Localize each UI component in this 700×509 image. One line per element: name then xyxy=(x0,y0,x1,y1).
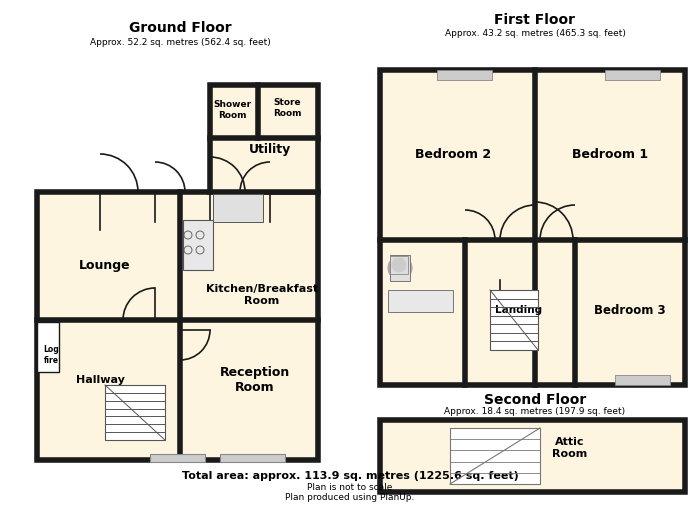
Text: Reception
Room: Reception Room xyxy=(220,366,290,394)
Text: Kitchen/Breakfast
Room: Kitchen/Breakfast Room xyxy=(206,284,318,306)
Text: Plan is not to scale: Plan is not to scale xyxy=(307,484,393,493)
Bar xyxy=(220,454,285,462)
Text: Hallway: Hallway xyxy=(76,375,125,385)
Bar xyxy=(380,70,685,385)
Bar xyxy=(210,85,318,192)
Bar xyxy=(490,290,538,350)
Bar xyxy=(388,290,453,312)
Circle shape xyxy=(388,256,412,280)
Text: Bathroom: Bathroom xyxy=(393,305,451,315)
Text: Bedroom 2: Bedroom 2 xyxy=(415,149,491,161)
Text: Ground Floor: Ground Floor xyxy=(129,21,231,35)
Text: Utility: Utility xyxy=(249,144,291,156)
Bar xyxy=(390,256,408,274)
Text: Approx. 43.2 sq. metres (465.3 sq. feet): Approx. 43.2 sq. metres (465.3 sq. feet) xyxy=(444,29,625,38)
Text: Plan produced using PlanUp.: Plan produced using PlanUp. xyxy=(286,494,414,502)
Text: Approx. 52.2 sq. metres (562.4 sq. feet): Approx. 52.2 sq. metres (562.4 sq. feet) xyxy=(90,38,270,46)
Text: Attic
Room: Attic Room xyxy=(552,437,587,459)
Bar xyxy=(213,194,263,222)
Text: Lounge: Lounge xyxy=(79,259,131,271)
Circle shape xyxy=(392,258,406,272)
Text: Bedroom 1: Bedroom 1 xyxy=(572,149,648,161)
Text: Total area: approx. 113.9 sq. metres (1225.6 sq. feet): Total area: approx. 113.9 sq. metres (12… xyxy=(181,471,519,481)
Bar xyxy=(380,420,685,492)
Text: Bedroom 3: Bedroom 3 xyxy=(594,303,666,317)
Text: Second Floor: Second Floor xyxy=(484,393,586,407)
Bar xyxy=(37,192,318,460)
Text: First Floor: First Floor xyxy=(494,13,575,27)
Text: Approx. 18.4 sq. metres (197.9 sq. feet): Approx. 18.4 sq. metres (197.9 sq. feet) xyxy=(444,408,626,416)
Bar xyxy=(450,428,540,484)
Text: Landing: Landing xyxy=(496,305,542,315)
Text: Shower
Room: Shower Room xyxy=(213,100,251,120)
Bar xyxy=(390,255,410,281)
Bar xyxy=(105,385,165,440)
Bar xyxy=(437,70,492,80)
Bar xyxy=(605,70,660,80)
Bar xyxy=(150,454,205,462)
Bar xyxy=(615,375,670,385)
Text: Store
Room: Store Room xyxy=(273,98,301,118)
Text: Log
fire: Log fire xyxy=(43,345,59,365)
Bar xyxy=(37,322,59,372)
Bar xyxy=(183,220,213,270)
